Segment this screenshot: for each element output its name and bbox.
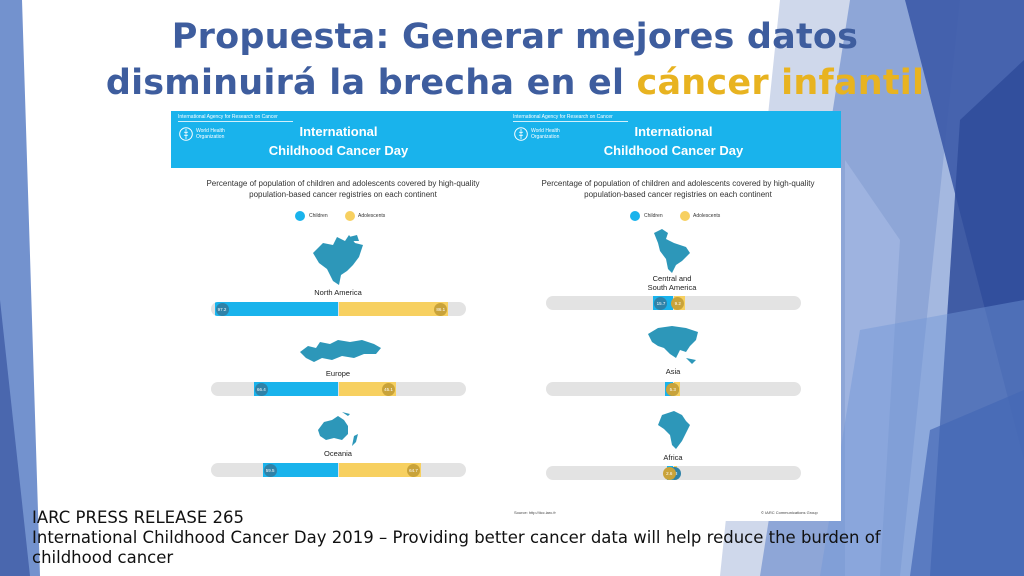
adolescents-value-badge: 5.3 bbox=[666, 382, 680, 396]
region-label: Africa bbox=[663, 453, 683, 462]
asia-map-icon bbox=[648, 326, 698, 364]
who-logo-icon bbox=[179, 127, 193, 141]
north-america-map-icon bbox=[313, 235, 363, 285]
children-value-badge: 15.7 bbox=[654, 296, 668, 310]
title-line-2: disminuirá la brecha en el cáncer infant… bbox=[80, 60, 950, 106]
banner-title-line-1: International bbox=[299, 124, 378, 139]
africa-map-icon bbox=[658, 411, 690, 449]
press-release-title: International Childhood Cancer Day 2019 … bbox=[32, 528, 881, 567]
adolescents-legend-dot bbox=[680, 211, 690, 221]
adolescents-bar-fill bbox=[338, 382, 396, 396]
banner-title: International Childhood Cancer Day bbox=[231, 122, 446, 160]
infographic-subtitle: Percentage of population of children and… bbox=[541, 179, 815, 199]
children-value-badge: 59.5 bbox=[263, 463, 277, 477]
credit-label: © IARC Communications Group bbox=[761, 510, 818, 515]
children-value-badge: 97.2 bbox=[215, 302, 229, 316]
banner-title-line-2: Childhood Cancer Day bbox=[603, 143, 744, 158]
agency-underline bbox=[513, 121, 628, 122]
children-bar-fill bbox=[262, 463, 339, 477]
title-line-1: Propuesta: Generar mejores datos bbox=[171, 17, 859, 57]
children-legend-label: Children bbox=[309, 213, 328, 219]
banner-title: International Childhood Cancer Day bbox=[566, 122, 781, 160]
adolescents-bar-fill bbox=[338, 302, 449, 316]
title-highlight: cáncer infantil bbox=[636, 63, 925, 103]
press-release-label: IARC PRESS RELEASE 265 bbox=[32, 508, 245, 527]
adolescents-value-badge: 2.6 bbox=[662, 466, 676, 480]
children-bar-fill bbox=[214, 302, 339, 316]
children-legend-dot bbox=[295, 211, 305, 221]
coverage-bar bbox=[211, 463, 466, 477]
oceania-map-icon bbox=[318, 412, 358, 446]
agency-label: International Agency for Research on Can… bbox=[178, 114, 278, 120]
banner-title-line-1: International bbox=[634, 124, 713, 139]
coverage-bar bbox=[211, 302, 466, 316]
title-line-2-prefix: disminuirá la brecha en el bbox=[105, 63, 637, 103]
who-label: World Health Organization bbox=[531, 128, 560, 140]
adolescents-value-badge: 64.7 bbox=[406, 463, 420, 477]
adolescents-value-badge: 9.2 bbox=[671, 296, 685, 310]
children-bar-fill bbox=[253, 382, 339, 396]
banner: International Agency for Research on Can… bbox=[506, 111, 841, 168]
infographic: International Agency for Research on Can… bbox=[171, 111, 841, 521]
adolescents-value-badge: 45.1 bbox=[382, 382, 395, 396]
source-label: Source: http://iicc.iarc.fr bbox=[514, 510, 556, 515]
infographic-subtitle: Percentage of population of children and… bbox=[206, 179, 480, 199]
legend: Children Adolescents bbox=[630, 211, 730, 223]
left-decorative-shapes bbox=[0, 0, 40, 576]
south-america-map-icon bbox=[654, 229, 690, 273]
adolescents-bar-fill bbox=[338, 463, 421, 477]
adolescents-value-badge: 86.1 bbox=[434, 302, 448, 316]
who-label: World Health Organization bbox=[196, 128, 225, 140]
children-legend-dot bbox=[630, 211, 640, 221]
agency-label: International Agency for Research on Can… bbox=[513, 114, 613, 120]
adolescents-legend-label: Adolescents bbox=[358, 213, 386, 219]
region-label: Asia bbox=[665, 367, 681, 376]
region-label-line-1: Central and bbox=[652, 274, 692, 283]
region-label: Europe bbox=[325, 369, 351, 378]
adolescents-legend-label: Adolescents bbox=[693, 213, 721, 219]
children-legend-label: Children bbox=[644, 213, 663, 219]
banner: International Agency for Research on Can… bbox=[171, 111, 506, 168]
region-label-line-2: South America bbox=[647, 283, 697, 292]
who-logo-icon bbox=[514, 127, 528, 141]
caption: IARC PRESS RELEASE 265 International Chi… bbox=[32, 508, 932, 568]
coverage-bar bbox=[211, 382, 466, 396]
agency-underline bbox=[178, 121, 293, 122]
infographic-panel-left: International Agency for Research on Can… bbox=[171, 111, 506, 521]
children-value-badge: 66.4 bbox=[254, 382, 268, 396]
region-label: North America bbox=[314, 288, 362, 297]
region-label: Central and South America bbox=[622, 274, 722, 292]
adolescents-legend-dot bbox=[345, 211, 355, 221]
slide-title: Propuesta: Generar mejores datos disminu… bbox=[80, 14, 950, 106]
banner-title-line-2: Childhood Cancer Day bbox=[268, 143, 409, 158]
region-label: Oceania bbox=[324, 449, 352, 458]
infographic-panel-right: International Agency for Research on Can… bbox=[506, 111, 841, 521]
legend: Children Adolescents bbox=[295, 211, 395, 223]
europe-map-icon bbox=[300, 340, 381, 362]
